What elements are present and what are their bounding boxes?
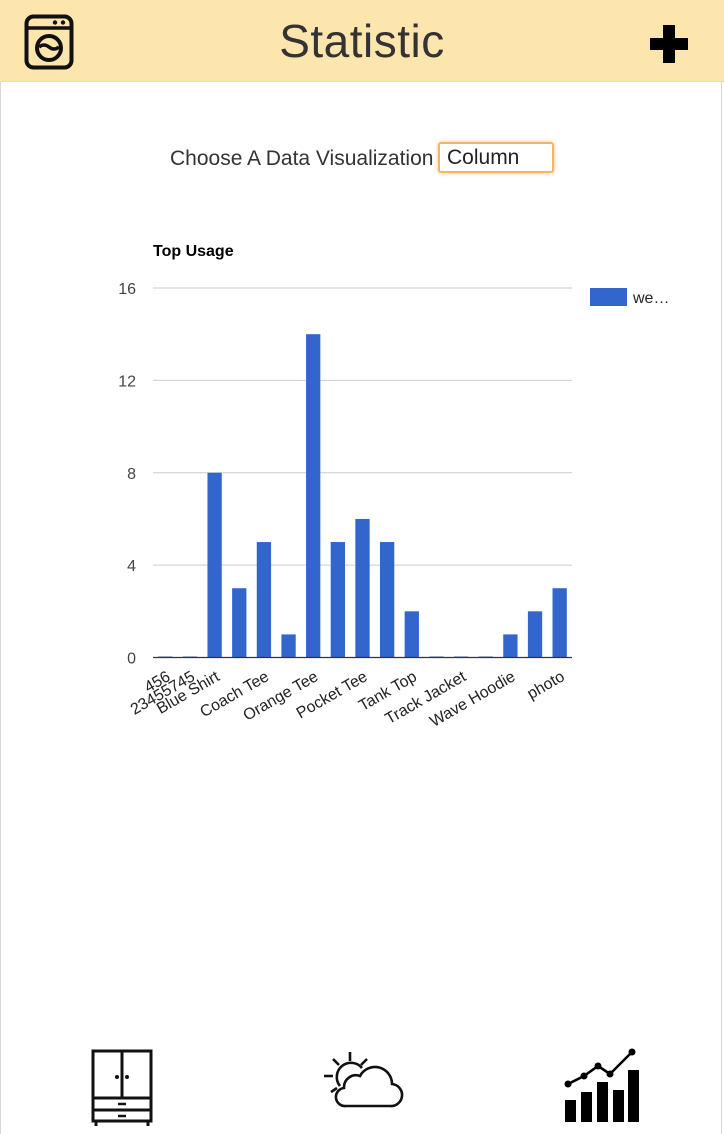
y-tick-label: 4	[127, 558, 136, 575]
chart-grid	[153, 287, 572, 566]
stats-chart-icon[interactable]	[562, 1046, 642, 1126]
chart-bar[interactable]	[503, 634, 518, 658]
bottom-nav	[0, 1040, 724, 1134]
chart-bar[interactable]	[404, 611, 419, 658]
y-tick-label: 0	[127, 651, 136, 668]
chart-bar[interactable]	[281, 634, 296, 658]
visualization-select[interactable]: Column	[438, 142, 554, 173]
chart-bar[interactable]	[256, 542, 272, 658]
chooser-label: Choose A Data Visualization	[170, 147, 434, 170]
washing-machine-icon[interactable]	[24, 14, 74, 70]
chart-bar[interactable]	[232, 588, 247, 658]
app-header: Statistic	[0, 0, 724, 82]
wardrobe-icon[interactable]	[90, 1048, 154, 1128]
chart-bar[interactable]	[552, 588, 567, 658]
chart-bars	[158, 334, 567, 658]
x-tick-label: Wave Hoodie	[427, 668, 518, 730]
weather-icon[interactable]	[320, 1048, 404, 1112]
chart-bar[interactable]	[306, 334, 321, 658]
chart-legend[interactable]: we…	[590, 288, 669, 307]
chart-bar[interactable]	[330, 542, 346, 658]
chart-title: Top Usage	[153, 243, 234, 260]
y-tick-label: 12	[118, 373, 136, 390]
chart-bar[interactable]	[379, 542, 395, 658]
y-tick-label: 16	[118, 281, 136, 298]
x-tick-label: photo	[524, 668, 567, 703]
plus-icon[interactable]	[646, 21, 692, 67]
legend-label: we…	[632, 290, 669, 307]
y-axis-labels: 0 4 8 12 16	[118, 281, 136, 668]
chart-bar[interactable]	[527, 611, 543, 658]
chart-bar[interactable]	[207, 472, 222, 658]
page-title: Statistic	[279, 15, 445, 67]
chart-bar[interactable]	[355, 518, 370, 658]
legend-swatch	[590, 288, 627, 306]
y-tick-label: 8	[127, 466, 136, 483]
